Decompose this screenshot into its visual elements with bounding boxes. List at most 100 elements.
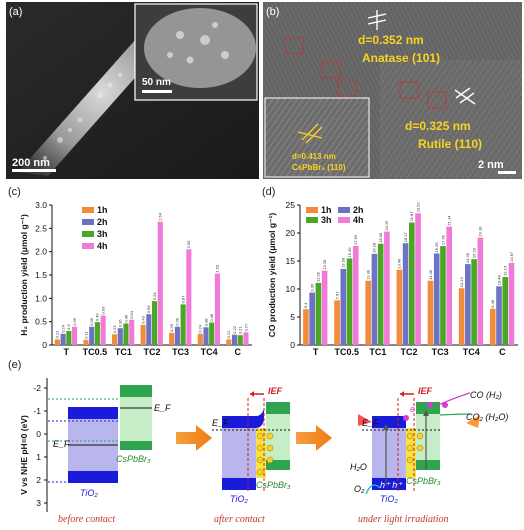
before-contact-diagram bbox=[48, 385, 152, 483]
category-label: TC4 bbox=[201, 347, 218, 357]
bar-value-label: 16.28 bbox=[372, 242, 377, 253]
y-tick-label: 5 bbox=[290, 312, 295, 322]
y-tick-label: 10 bbox=[286, 284, 296, 294]
bar-4h-TC0.5 bbox=[100, 315, 106, 345]
bar-value-label: 15.46 bbox=[347, 247, 352, 258]
bar-value-label: 17.66 bbox=[440, 234, 445, 245]
bar-2h-TC3 bbox=[174, 326, 180, 345]
bar-value-label: 0.22 bbox=[232, 325, 237, 334]
bar-4h-TC2 bbox=[157, 221, 163, 345]
after-contact-diagram bbox=[212, 391, 290, 492]
bar-3h-TC2 bbox=[409, 222, 415, 345]
scale-bar-hrtem bbox=[498, 171, 516, 174]
bar-value-label: 11.48 bbox=[428, 269, 433, 279]
panel-label-a: (a) bbox=[9, 6, 22, 18]
bar-2h-TC1 bbox=[117, 328, 123, 345]
bar-value-label: 14.67 bbox=[509, 251, 514, 262]
bar-value-label: 0.3 bbox=[66, 324, 71, 330]
rutile-d-spacing: d=0.325 nm bbox=[405, 119, 471, 133]
scale-bar-main bbox=[12, 169, 56, 172]
caption-after-contact: after contact bbox=[214, 514, 265, 525]
bar-2h-T bbox=[60, 333, 66, 345]
bar-1h-TC0.5 bbox=[83, 339, 89, 345]
category-label: T bbox=[64, 347, 70, 357]
bar-value-label: 13.28 bbox=[322, 259, 327, 270]
legend-swatch-1h bbox=[306, 207, 318, 213]
bar-value-label: 7.97 bbox=[334, 291, 339, 300]
bar-2h-TC4 bbox=[203, 327, 209, 345]
bar-value-label: 0.21 bbox=[238, 326, 243, 335]
panel-label-b: (b) bbox=[266, 6, 279, 18]
bar-1h-TC2 bbox=[396, 269, 403, 345]
y-tick-label: 15 bbox=[286, 256, 296, 266]
bar-value-label: 0.24 bbox=[198, 324, 203, 333]
category-label: C bbox=[499, 347, 506, 357]
bar-2h-TC4 bbox=[465, 264, 471, 345]
bar-2h-T bbox=[309, 292, 315, 345]
bar-1h-TC1 bbox=[112, 334, 118, 345]
bar-4h-TC3 bbox=[186, 249, 192, 345]
panel-label-d: (d) bbox=[262, 186, 275, 198]
light-irradiation-diagram bbox=[358, 391, 480, 495]
arrow-2 bbox=[296, 425, 332, 451]
category-label: TC4 bbox=[463, 347, 480, 357]
bar-value-label: 0.11 bbox=[83, 331, 88, 339]
legend-label-2h: 2h bbox=[97, 217, 108, 227]
ef-label-after: E_F bbox=[212, 418, 229, 428]
legend-swatch-3h bbox=[82, 231, 94, 237]
category-label: TC2 bbox=[400, 347, 417, 357]
cspbbr3-plane: CsPbBr₃ (110) bbox=[292, 163, 346, 172]
category-label: T bbox=[313, 347, 319, 357]
category-label: TC1 bbox=[115, 347, 132, 357]
reactant-co2-label: CO₂ (H₂O) bbox=[466, 412, 508, 422]
bar-3h-TC1 bbox=[123, 323, 129, 345]
bar-value-label: 12.14 bbox=[503, 265, 508, 276]
legend-swatch-4h bbox=[338, 217, 350, 223]
panel-label-c: (c) bbox=[8, 186, 21, 198]
band-tick-label: 3 bbox=[36, 498, 41, 508]
bar-4h-T bbox=[321, 270, 328, 345]
electron-label: e⁻ bbox=[410, 404, 421, 414]
sem-image-panel bbox=[6, 2, 259, 179]
cspbbr3-d-spacing: d=0.413 nm bbox=[292, 152, 336, 161]
bar-value-label: 0.38 bbox=[203, 318, 208, 327]
band-tick-label: 2 bbox=[36, 475, 41, 485]
bar-value-label: 16.35 bbox=[434, 242, 439, 253]
anatase-d-spacing: d=0.352 nm bbox=[358, 33, 424, 47]
bar-value-label: 0.12 bbox=[55, 330, 60, 339]
co-yield-chart: 0 5 10 15 20 25 CO production yield (μmol g⁻¹)… bbox=[267, 200, 518, 357]
bar-value-label: 20.25 bbox=[384, 220, 389, 231]
caption-before-contact: before contact bbox=[58, 514, 115, 525]
bar-3h-TC1 bbox=[377, 243, 384, 345]
bar-1h-TC4 bbox=[197, 333, 203, 345]
bar-2h-TC1 bbox=[371, 253, 378, 345]
legend-label-4h: 4h bbox=[353, 215, 364, 225]
h2o-label: H₂O bbox=[350, 462, 367, 472]
legend-swatch-2h bbox=[82, 219, 94, 225]
band-tick-label: 1 bbox=[36, 452, 41, 462]
bar-1h-TC3 bbox=[427, 280, 434, 345]
bar-3h-TC4 bbox=[209, 322, 215, 345]
bar-2h-TC0.5 bbox=[89, 326, 95, 345]
y-tick-label: 2.0 bbox=[35, 247, 47, 257]
bar-3h-TC2 bbox=[152, 301, 158, 345]
bar-4h-TC1 bbox=[129, 319, 135, 345]
bar-value-label: 0.48 bbox=[209, 313, 214, 322]
tio2-label-light: TiO₂ bbox=[380, 494, 398, 504]
bar-value-label: 18.17 bbox=[403, 231, 408, 242]
bar-2h-TC2 bbox=[402, 243, 409, 345]
bar-value-label: 0.39 bbox=[72, 317, 77, 326]
bar-1h-TC0.5 bbox=[334, 300, 340, 345]
anatase-plane: Anatase (101) bbox=[362, 51, 440, 65]
bar-value-label: 0.12 bbox=[226, 330, 231, 339]
y-tick-label: 0 bbox=[42, 340, 47, 350]
bar-4h-TC1 bbox=[384, 231, 390, 345]
bar-1h-TC1 bbox=[365, 280, 372, 345]
y-axis-label: CO production yield (μmol g⁻¹) bbox=[267, 213, 277, 338]
bar-4h-C bbox=[508, 262, 515, 345]
bar-2h-C bbox=[232, 334, 238, 345]
bar-value-label: 0.63 bbox=[100, 306, 105, 315]
band-y-axis-label: V vs NHE pH=0 (eV) bbox=[19, 415, 29, 495]
bar-value-label: 0.39 bbox=[175, 317, 180, 326]
y-tick-label: 3.0 bbox=[35, 200, 47, 210]
